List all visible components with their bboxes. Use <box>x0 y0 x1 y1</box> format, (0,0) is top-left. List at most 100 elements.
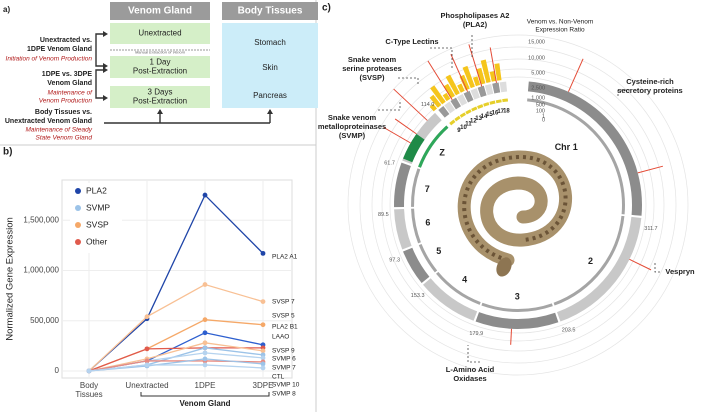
expression-spike <box>567 58 584 92</box>
data-point <box>260 348 266 354</box>
chromosome-label: 4 <box>462 274 467 284</box>
chromosome-label: 6 <box>425 218 430 228</box>
position-label: 203.5 <box>562 328 576 334</box>
chromosome-outer <box>423 278 478 321</box>
microchromosome-label: 14 <box>481 114 488 120</box>
snake-head <box>496 257 512 277</box>
chromosome-outer <box>394 162 411 208</box>
comparison-subtitle: Initiation of Venom Production <box>6 56 93 63</box>
expression-bar <box>480 59 491 84</box>
microchromosome <box>450 97 461 110</box>
callout-leader <box>430 47 453 68</box>
comparison-title: Venom Gland <box>47 80 92 87</box>
legend-swatch <box>75 188 81 194</box>
expression-bar <box>442 92 451 102</box>
venom-box-label: Post-Extraction <box>133 67 187 76</box>
data-point <box>260 361 266 367</box>
micro-inner <box>502 98 509 103</box>
expression-spike <box>394 118 417 135</box>
expression-bar <box>445 74 460 96</box>
comparison-subtitle: Maintenance of Steady <box>26 127 93 134</box>
chromosome-inner <box>411 168 421 207</box>
microchromosome <box>456 94 468 106</box>
microchromosome <box>463 90 474 103</box>
callout-label: (SVSP) <box>359 73 385 82</box>
chromosome-label: 3 <box>515 291 520 301</box>
chromosome-outer <box>403 247 430 284</box>
y-tick-label: 0 <box>55 366 60 375</box>
microchromosome <box>438 105 450 118</box>
header-box <box>110 2 210 20</box>
microchromosome <box>444 101 456 114</box>
chromosome-label: Chr 1 <box>555 142 578 152</box>
data-point <box>202 282 208 287</box>
microchromosome-label: 12 <box>470 119 477 125</box>
x-tick-label: 1DPE <box>195 381 216 390</box>
chromosome-outer <box>556 216 642 322</box>
legend-label: SVMP <box>86 202 110 212</box>
comparison-title: Unextracted Venom Gland <box>5 118 92 125</box>
venom-box-label: Post-Extraction <box>133 97 187 106</box>
position-label: 311.7 <box>644 226 657 232</box>
arrowhead <box>103 67 108 73</box>
snake-pattern <box>462 154 568 262</box>
legend-label: SVSP <box>86 219 109 229</box>
microchromosome-label: 11 <box>465 122 472 128</box>
ratio-ring <box>371 58 665 352</box>
comparison-title: 1DPE vs. 3DPE <box>42 71 93 78</box>
venom-box <box>110 86 210 108</box>
expression-spike <box>629 258 652 271</box>
ratio-ring <box>347 34 689 376</box>
y-tick-label: 500,000 <box>30 316 59 325</box>
series-line <box>88 364 264 372</box>
legend-swatch <box>75 205 81 211</box>
callout-label: secretory proteins <box>617 86 682 95</box>
venom-region <box>418 125 449 168</box>
series-line <box>88 193 264 372</box>
arrowhead <box>103 95 108 101</box>
chromosome-label: 2 <box>588 256 593 266</box>
y-tick-label: 1,000,000 <box>23 266 59 275</box>
x-tick-label: Unextracted <box>125 381 168 390</box>
micro-inner <box>454 115 461 122</box>
ratio-tick-label: 500 <box>536 102 545 108</box>
expression-spike <box>489 47 497 83</box>
callout-leader <box>398 77 419 84</box>
data-point <box>260 299 266 305</box>
ratio-title: Expression Ratio <box>535 27 585 34</box>
data-point <box>202 330 208 336</box>
micro-inner <box>477 104 484 109</box>
position-label: 114.0 <box>421 102 434 108</box>
series-end-label: CTL <box>272 374 285 381</box>
expression-bar <box>429 103 438 112</box>
expression-spike <box>450 54 469 92</box>
ratio-ring <box>389 76 647 334</box>
expression-spike <box>510 328 513 345</box>
microchromosome-label: 17 <box>497 109 504 115</box>
ratio-ring <box>381 68 655 342</box>
series-line <box>88 342 264 372</box>
series-end-label: SVSP 9 <box>272 348 295 355</box>
microchromosome-label: 18 <box>503 108 510 114</box>
ratio-tick-label: 2,500 <box>531 85 545 91</box>
tissue-label: Stomach <box>254 38 286 47</box>
x-tick-label: 3DPE <box>253 381 274 390</box>
expression-bar <box>494 63 502 81</box>
data-point <box>202 340 208 346</box>
arrowhead <box>103 63 108 69</box>
callout-leader <box>467 345 480 363</box>
series-line <box>88 283 264 372</box>
callout-label: metalloproteinases <box>318 122 386 131</box>
column-header: Venom Gland <box>128 6 192 17</box>
data-point <box>260 322 266 328</box>
data-point <box>202 345 208 351</box>
microchromosome-label: 10 <box>460 125 467 131</box>
x-group-label: Venom Gland <box>179 399 230 408</box>
chromosome-inner <box>436 271 481 305</box>
venom-box-label: 3 Days <box>148 88 173 97</box>
position-label: 89.5 <box>378 212 389 218</box>
bracket <box>95 33 104 67</box>
extraction-note: Manual Extraction of Venom <box>135 50 186 55</box>
data-point <box>144 346 150 352</box>
